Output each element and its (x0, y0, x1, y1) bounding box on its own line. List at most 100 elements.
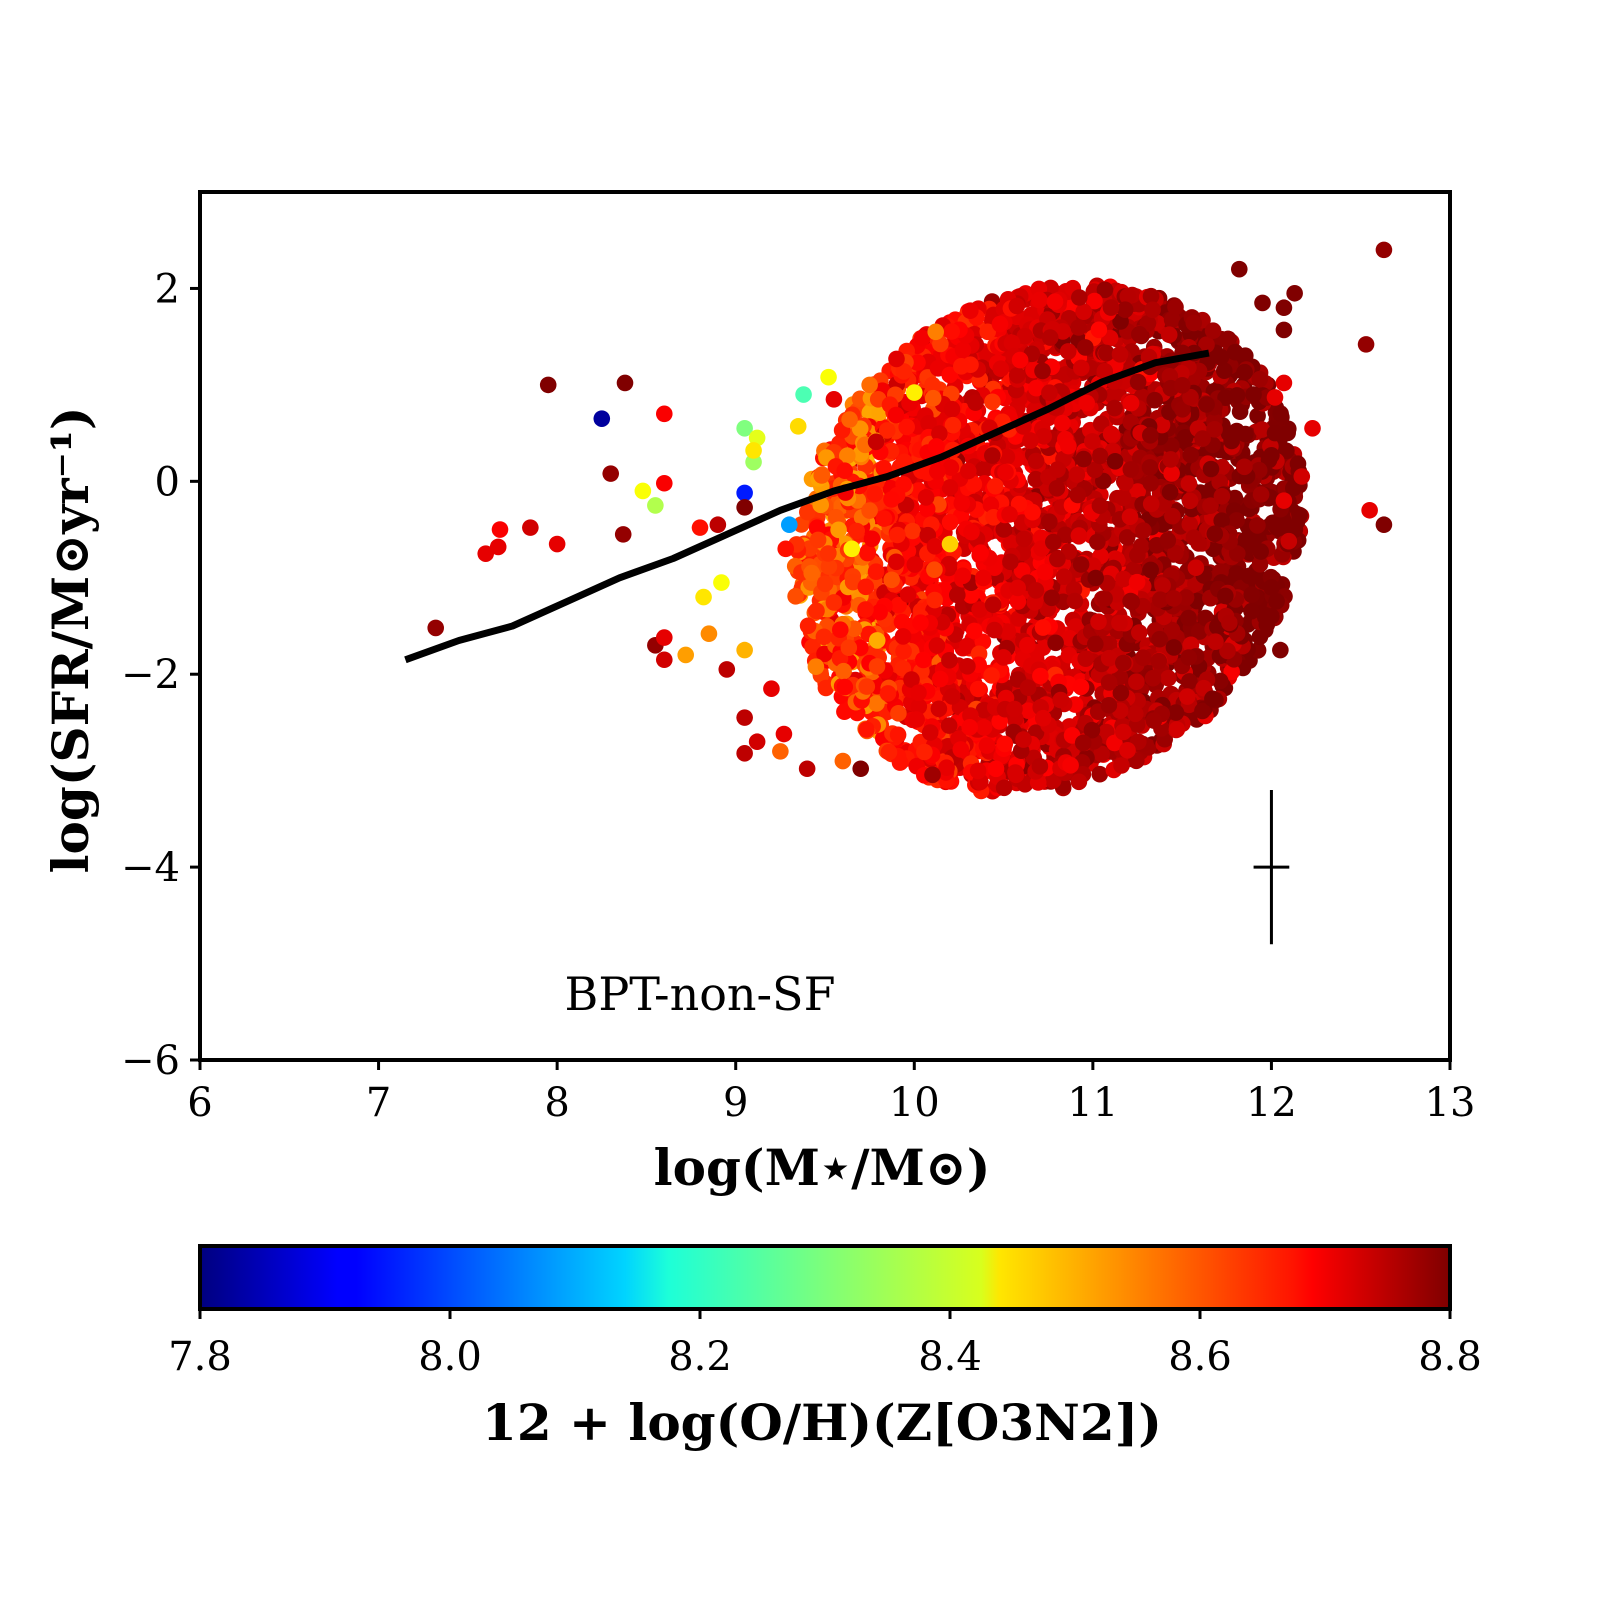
cloud-point (868, 695, 885, 712)
cloud-point (1249, 407, 1266, 425)
cloud-point (1100, 697, 1118, 714)
cloud-point (1075, 303, 1092, 321)
cloud-point (1252, 543, 1269, 560)
data-point (736, 499, 753, 516)
cloud-point (1212, 348, 1230, 366)
cloud-point (1007, 766, 1025, 784)
cloud-point (928, 438, 945, 455)
cloud-point (1062, 757, 1079, 774)
cloud-point (930, 700, 948, 718)
data-point (1263, 608, 1280, 625)
data-point (593, 410, 611, 427)
cloud-point (809, 531, 827, 549)
cloud-point (916, 743, 933, 761)
cloud-point (1090, 613, 1107, 630)
cloud-point (1202, 460, 1220, 478)
cloud-point (915, 651, 932, 669)
data-point (691, 519, 709, 536)
cloud-point (1057, 526, 1074, 544)
data-point (1272, 641, 1289, 659)
data-point (655, 405, 673, 423)
cloud-point (1054, 414, 1071, 432)
cloud-point (963, 523, 980, 541)
cloud-point (1087, 635, 1104, 653)
cloud-point (1128, 673, 1145, 690)
cloud-point (1145, 712, 1163, 729)
cloud-point (1075, 450, 1092, 468)
cloud-point (1213, 512, 1230, 529)
cloud-point (875, 459, 893, 477)
cloud-point (1279, 424, 1296, 442)
cloud-point (1041, 384, 1058, 402)
cloud-point (903, 671, 920, 688)
colorbar-tick-label: 7.8 (168, 1334, 232, 1380)
data-point (1304, 419, 1321, 437)
cloud-point (953, 494, 971, 512)
cloud-point (1142, 474, 1160, 492)
cloud-point (1122, 592, 1139, 610)
data-point (614, 526, 632, 543)
cloud-point (1179, 688, 1196, 705)
data-point (941, 535, 959, 553)
cloud-point (1202, 497, 1219, 514)
y-tick-label: 2 (155, 266, 180, 312)
cloud-point (1122, 461, 1140, 478)
cloud-point (799, 617, 817, 635)
cloud-point (1141, 459, 1159, 476)
y-tick-label: −6 (121, 1038, 180, 1084)
cloud-point (1089, 533, 1106, 551)
cloud-point (1159, 532, 1177, 549)
cloud-point (1151, 630, 1168, 648)
cloud-point (807, 658, 825, 675)
cloud-point (1162, 451, 1179, 468)
cloud-point (1168, 721, 1186, 738)
cloud-point (1252, 486, 1270, 503)
data-point (825, 391, 843, 408)
cloud-point (1009, 579, 1026, 597)
cloud-point (1211, 473, 1228, 491)
cloud-point (954, 341, 972, 359)
cloud-point (830, 521, 847, 539)
cloud-point (1211, 672, 1229, 690)
cloud-point (926, 591, 943, 609)
cloud-point (1019, 636, 1036, 654)
cloud-point (1106, 399, 1123, 417)
data-point (775, 725, 793, 743)
cloud-point (995, 649, 1012, 666)
data-point (736, 419, 753, 437)
cloud-point (943, 323, 960, 340)
cloud-point (941, 652, 958, 669)
cloud-point (857, 601, 874, 618)
cloud-point (1131, 325, 1148, 343)
data-point (1275, 492, 1293, 509)
cloud-point (1071, 289, 1088, 306)
cloud-point (1272, 405, 1289, 422)
cloud-point (1047, 634, 1064, 652)
cloud-point (1026, 594, 1044, 611)
cloud-point (975, 719, 993, 736)
cloud-point (1236, 458, 1253, 476)
cloud-point (1001, 506, 1018, 523)
cloud-point (1165, 590, 1183, 607)
cloud-point (1077, 339, 1094, 356)
cloud-point (1182, 446, 1199, 464)
cloud-point (793, 516, 810, 533)
cloud-point (1154, 577, 1171, 594)
cloud-point (1131, 624, 1148, 641)
data-point (655, 474, 673, 492)
data-point (736, 484, 753, 502)
cloud-point (825, 594, 843, 611)
cloud-point (1118, 529, 1136, 546)
cloud-point (1142, 561, 1159, 579)
point-cloud (786, 277, 1310, 800)
cloud-point (1144, 669, 1162, 687)
cloud-point (1249, 517, 1266, 534)
colorbar-tick-label: 8.2 (668, 1334, 732, 1380)
cloud-point (1049, 550, 1066, 568)
x-tick-label: 9 (723, 1080, 748, 1126)
colorbar-label: 12 + log(O/H)(Z[O3N2]) (482, 1393, 1162, 1452)
sample-annotation: BPT-non-SF (565, 967, 836, 1021)
x-tick-label: 6 (187, 1080, 212, 1126)
cloud-point (868, 632, 886, 649)
cloud-point (1098, 344, 1115, 362)
